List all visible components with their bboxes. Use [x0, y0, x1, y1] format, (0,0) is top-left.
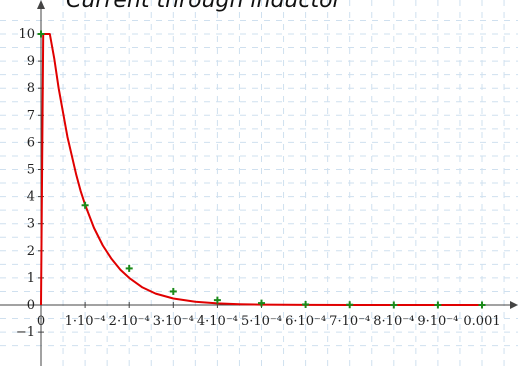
- x-tick-label: 5·10⁻⁴: [241, 314, 282, 329]
- x-tick-label: 9·10⁻⁴: [417, 314, 458, 329]
- data-point-marker: [258, 299, 265, 307]
- y-tick-label: 8: [27, 81, 35, 96]
- data-point-marker: [37, 30, 45, 38]
- y-tick-label: 10: [18, 27, 35, 42]
- y-tick-label: 9: [27, 54, 35, 69]
- y-tick-label: 3: [27, 217, 35, 232]
- data-point-marker: [434, 301, 442, 309]
- x-tick-label: 0.001: [463, 314, 500, 329]
- data-point-marker: [478, 301, 486, 309]
- x-tick-label: 1·10⁻⁴: [65, 314, 106, 329]
- data-point-marker: [81, 201, 89, 209]
- data-point-marker: [346, 301, 354, 309]
- tick-labels: 0 1·10⁻⁴ 2·10⁻⁴ 3·10⁻⁴ 4·10⁻⁴ 5·10⁻⁴ 6·10⁻⁴ 7·1…: [16, 27, 501, 340]
- x-axis-arrow: [510, 301, 518, 309]
- y-tick-label: −1: [16, 325, 35, 340]
- x-tick-label: 7·10⁻⁴: [329, 314, 370, 329]
- x-tick-label: 2·10⁻⁴: [109, 314, 150, 329]
- y-tick-label: 6: [27, 135, 35, 150]
- y-tick-label: 2: [27, 244, 35, 259]
- chart-title: Current through inductor: [66, 0, 344, 13]
- y-tick-label: 5: [27, 163, 35, 178]
- series-line: [40, 33, 482, 306]
- x-tick-label: 4·10⁻⁴: [197, 314, 238, 329]
- data-point-marker: [390, 301, 398, 309]
- x-tick-label: 0: [37, 314, 45, 329]
- data-point-marker: [213, 296, 221, 304]
- y-tick-label: 7: [27, 108, 35, 123]
- x-tick-label: 8·10⁻⁴: [373, 314, 414, 329]
- data-point-marker: [169, 287, 177, 295]
- x-tick-label: 3·10⁻⁴: [153, 314, 194, 329]
- y-axis-arrow: [37, 0, 45, 9]
- data-point-marker: [302, 300, 310, 308]
- y-tick-label: 4: [27, 190, 35, 205]
- series: [37, 30, 486, 309]
- x-tick-label: 6·10⁻⁴: [285, 314, 326, 329]
- data-point-marker: [125, 264, 133, 272]
- y-tick-label: 0: [27, 298, 35, 313]
- y-tick-label: 1: [27, 271, 35, 286]
